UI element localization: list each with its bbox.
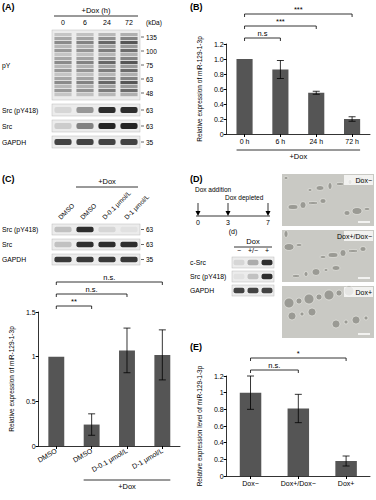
svg-text:(D): (D)	[190, 174, 203, 184]
svg-text:Dox+: Dox+	[355, 289, 372, 296]
svg-text:Src: Src	[2, 123, 13, 130]
svg-text:D-1 μmol/L: D-1 μmol/L	[123, 193, 151, 221]
svg-text:***: ***	[276, 17, 285, 26]
svg-text:DMSO: DMSO	[72, 447, 94, 464]
svg-text:(B): (B)	[190, 2, 203, 12]
svg-text:0: 0	[220, 131, 224, 138]
svg-text:***: ***	[294, 5, 303, 14]
svg-text:35: 35	[146, 256, 154, 263]
svg-text:+Dox (h): +Dox (h)	[82, 6, 111, 15]
svg-text:0.8: 0.8	[214, 71, 224, 78]
svg-text:0.6: 0.6	[214, 86, 224, 93]
svg-text:75: 75	[146, 62, 154, 69]
svg-text:Dox−: Dox−	[242, 480, 259, 487]
svg-text:63: 63	[146, 226, 154, 233]
svg-text:c-Src: c-Src	[190, 259, 206, 266]
svg-text:n.s: n.s	[257, 29, 267, 38]
svg-text:n.s.: n.s.	[268, 361, 280, 370]
svg-text:0: 0	[61, 19, 65, 26]
svg-text:Dox addition: Dox addition	[195, 186, 232, 193]
svg-text:Src: Src	[2, 241, 13, 248]
svg-text:GAPDH: GAPDH	[2, 139, 26, 146]
svg-text:DMSO: DMSO	[79, 202, 98, 221]
svg-text:(E): (E)	[190, 342, 202, 352]
svg-text:24: 24	[103, 19, 111, 26]
svg-text:0 h: 0 h	[240, 138, 250, 145]
svg-text:Dox−: Dox−	[355, 177, 372, 184]
svg-text:(A): (A)	[2, 2, 15, 12]
svg-text:1.0: 1.0	[214, 56, 224, 63]
svg-text:72 h: 72 h	[345, 138, 359, 145]
svg-text:1: 1	[32, 353, 36, 360]
svg-text:0: 0	[220, 473, 224, 480]
svg-text:+Dox: +Dox	[98, 177, 116, 186]
svg-text:n.s.: n.s.	[86, 285, 98, 294]
svg-text:Dox+: Dox+	[338, 480, 355, 487]
svg-text:+Dox: +Dox	[118, 482, 136, 491]
svg-text:D-1 μmol/L: D-1 μmol/L	[131, 447, 165, 471]
svg-text:0.6: 0.6	[214, 423, 224, 430]
svg-text:Src (pY418): Src (pY418)	[190, 273, 226, 281]
svg-text:100: 100	[146, 48, 157, 55]
svg-text:63: 63	[146, 123, 154, 130]
svg-text:(C): (C)	[2, 174, 15, 184]
svg-text:0.2: 0.2	[214, 456, 224, 463]
svg-text:Relative expression of miR-129: Relative expression of miR-129-1-3p	[8, 326, 16, 432]
svg-text:Relative expression level of m: Relative expression level of miR-129-1-3…	[196, 365, 204, 486]
svg-text:n.s.: n.s.	[103, 273, 115, 282]
svg-text:63: 63	[146, 76, 154, 83]
svg-text:63: 63	[146, 241, 154, 248]
svg-text:1.5: 1.5	[26, 309, 36, 316]
svg-text:0.2: 0.2	[214, 116, 224, 123]
svg-text:72: 72	[125, 19, 133, 26]
svg-text:35: 35	[146, 139, 154, 146]
svg-text:Dox+/Dox−: Dox+/Dox−	[337, 233, 372, 240]
svg-text:(kDa): (kDa)	[146, 19, 162, 27]
svg-text:1.2: 1.2	[214, 373, 224, 380]
svg-text:+Dox: +Dox	[289, 152, 307, 161]
svg-text:63: 63	[146, 107, 154, 114]
svg-text:GAPDH: GAPDH	[190, 287, 214, 294]
svg-text:+/−: +/−	[248, 247, 258, 254]
svg-text:24 h: 24 h	[309, 138, 323, 145]
svg-text:0: 0	[196, 219, 200, 226]
svg-text:GAPDH: GAPDH	[2, 256, 26, 263]
svg-text:48: 48	[146, 90, 154, 97]
svg-text:pY: pY	[2, 62, 11, 70]
svg-text:0.4: 0.4	[214, 439, 224, 446]
svg-text:DMSO: DMSO	[57, 202, 76, 221]
svg-text:0.5: 0.5	[26, 398, 36, 405]
svg-text:Src (pY418): Src (pY418)	[2, 226, 38, 234]
svg-text:D-0.1 μmol/L: D-0.1 μmol/L	[101, 189, 133, 221]
svg-text:6: 6	[83, 19, 87, 26]
svg-text:Src (pY418): Src (pY418)	[2, 107, 38, 115]
svg-text:**: **	[71, 297, 77, 306]
svg-text:DMSO: DMSO	[36, 447, 58, 464]
svg-text:−: −	[237, 247, 241, 254]
svg-text:Relative expression of miR-129: Relative expression of miR-129-1-3p	[196, 36, 204, 142]
svg-text:0.4: 0.4	[214, 101, 224, 108]
svg-text:6 h: 6 h	[276, 138, 286, 145]
svg-text:0: 0	[32, 443, 36, 450]
svg-text:Dox depleted: Dox depleted	[225, 194, 264, 202]
svg-text:135: 135	[146, 34, 157, 41]
svg-text:+: +	[265, 247, 269, 254]
svg-text:3: 3	[226, 219, 230, 226]
svg-text:1: 1	[220, 389, 224, 396]
svg-text:1.2: 1.2	[214, 41, 224, 48]
svg-text:Dox+/Dox−: Dox+/Dox−	[281, 480, 316, 487]
svg-text:*: *	[297, 349, 300, 358]
svg-text:0.8: 0.8	[214, 406, 224, 413]
svg-text:7: 7	[266, 219, 270, 226]
svg-text:D-0.1 μmol/L: D-0.1 μmol/L	[90, 447, 129, 474]
svg-text:(d): (d)	[229, 228, 238, 236]
svg-text:Dox: Dox	[246, 237, 260, 246]
